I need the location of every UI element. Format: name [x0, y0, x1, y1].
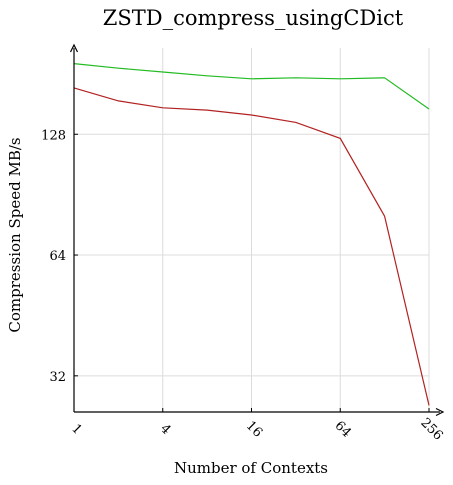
x-tick-label: 16	[243, 418, 265, 440]
chart-title: ZSTD_compress_usingCDict	[103, 6, 404, 30]
x-tick-label: 1	[68, 421, 84, 437]
x-tick-label: 256	[417, 415, 445, 443]
x-axis-label: Number of Contexts	[174, 459, 328, 477]
x-tick-label: 64	[332, 418, 354, 440]
tick-layer: 1 4 16 64 256 32 64 128	[41, 128, 445, 443]
axis-layer	[71, 45, 444, 416]
y-tick-label: 32	[49, 370, 66, 385]
x-tick-label: 4	[157, 421, 173, 437]
y-tick-label: 128	[41, 128, 66, 143]
y-axis-label: Compression Speed MB/s	[6, 137, 24, 332]
y-tick-label: 64	[49, 249, 66, 264]
